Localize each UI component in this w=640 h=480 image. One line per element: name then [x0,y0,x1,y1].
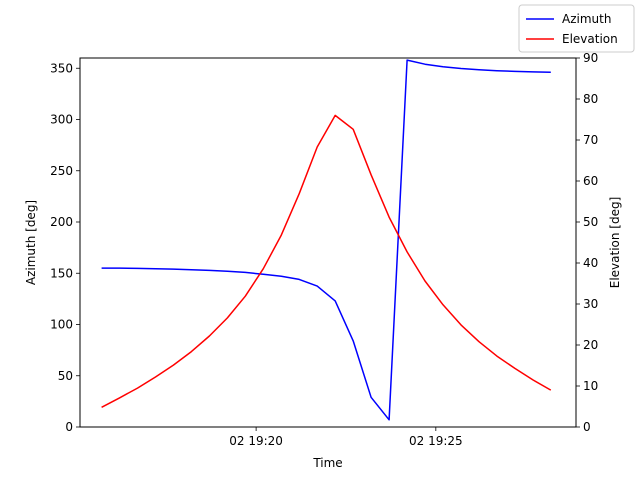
y-left-tick-label: 50 [58,369,73,383]
series-line-elevation [101,114,552,408]
legend-box [518,4,635,53]
y-right-tick-label: 0 [583,420,591,434]
x-axis: 02 19:20 02 19:25 [229,427,463,448]
y-right-tick-label: 20 [583,338,598,352]
y-right-tick-label: 40 [583,256,598,270]
y-left-tick-label: 350 [50,61,73,75]
right-axis: 0 10 20 30 40 50 60 70 80 90 [576,51,598,434]
y-left-tick-label: 200 [50,215,73,229]
y-right-tick-label: 10 [583,379,598,393]
series-layer [101,59,552,421]
left-axis: 0 50 100 150 200 250 300 350 [50,61,80,434]
y-left-tick-label: 100 [50,318,73,332]
y-left-tick-label: 150 [50,266,73,280]
y-right-tick-label: 80 [583,92,598,106]
y-right-tick-label: 90 [583,51,598,65]
y-right-tick-label: 30 [583,297,598,311]
y-right-tick-label: 50 [583,215,598,229]
legend: Azimuth Elevation [518,4,635,53]
y-right-tick-label: 60 [583,174,598,188]
x-tick-label: 02 19:20 [229,434,283,448]
x-axis-label: Time [312,456,342,470]
y-right-tick-label: 70 [583,133,598,147]
legend-label-elevation: Elevation [562,32,618,46]
y-axis-right-label: Elevation [deg] [608,197,622,289]
y-left-tick-label: 250 [50,164,73,178]
series-line-azimuth [101,59,551,421]
plot-frame [79,57,577,428]
legend-label-azimuth: Azimuth [562,12,611,26]
x-tick-label: 02 19:25 [409,434,463,448]
y-axis-left-label: Azimuth [deg] [24,200,38,285]
y-left-tick-label: 300 [50,113,73,127]
y-left-tick-label: 0 [65,420,73,434]
